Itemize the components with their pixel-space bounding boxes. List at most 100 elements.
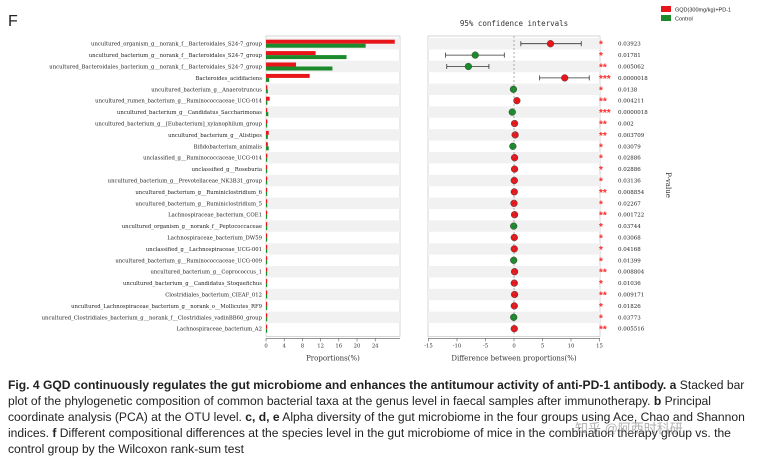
bar-treatment — [266, 301, 268, 306]
caption-letter-b: b — [653, 394, 662, 408]
taxon-label: uncultured_bacterium_g__Ruminiclostridiu… — [135, 201, 262, 207]
difference-axis: -15 -10 -5 0 5 10 15 Difference between proport… — [424, 338, 603, 362]
taxon-label: uncultured_bacterium_g__norank_f__Bacter… — [89, 53, 263, 59]
bar-treatment — [266, 290, 268, 295]
taxon-label: uncultured_Lachnospiraceae_bacterium_g__… — [71, 304, 263, 310]
pvalue-label: 0.03068 — [618, 236, 641, 242]
row-stripe — [266, 152, 400, 164]
caption-letter-a: a — [669, 378, 677, 392]
significance-star: * — [599, 302, 603, 313]
significance-star: * — [599, 199, 603, 210]
pvalue-label: 0.02886 — [618, 167, 641, 173]
difference-point — [513, 97, 521, 105]
taxon-label: uncultured_bacterium_g__[Eubacterium]_xy… — [95, 122, 263, 128]
x-tick-label: 24 — [372, 343, 379, 349]
bar-control — [266, 317, 268, 322]
difference-point — [510, 119, 519, 128]
row-stripe — [428, 38, 600, 50]
difference-point — [464, 62, 473, 71]
bar-treatment — [266, 279, 268, 284]
significance-star: * — [599, 313, 603, 324]
pvalue-label: 0.0000018 — [618, 76, 648, 82]
bar-treatment — [266, 233, 268, 238]
bar-control — [266, 305, 268, 310]
x-tick-label: 4 — [283, 343, 287, 349]
bar-control — [266, 123, 268, 128]
x-tick-label: 20 — [354, 343, 361, 349]
pvalue-label: 0.03136 — [618, 179, 641, 185]
pvalue-label: 0.03923 — [618, 42, 641, 48]
taxon-label: uncultured_bacterium_g__Candidatus_Stoqu… — [123, 281, 262, 287]
difference-point — [509, 85, 518, 93]
significance-star: ** — [599, 211, 607, 222]
bar-control — [266, 89, 268, 94]
row-stripe — [266, 60, 400, 73]
legend: GQD(300mg/kg)+PD-1 Control — [661, 6, 731, 23]
pvalue-label: 0.009171 — [618, 293, 644, 299]
bar-control — [266, 248, 268, 253]
x-tick-label: 16 — [335, 343, 342, 349]
diff-tick-label: 10 — [568, 343, 575, 349]
diff-tick-label: 0 — [512, 343, 516, 349]
pvalue-label: 0.001722 — [618, 213, 644, 219]
legend-label: Control — [675, 17, 693, 23]
significance-star: * — [599, 177, 603, 188]
significance-star: *** — [599, 74, 611, 85]
bar-control — [266, 157, 268, 162]
pvalue-label: 0.003709 — [618, 133, 645, 139]
diff-tick-label: -15 — [424, 343, 433, 349]
taxon-label: uncultured_bacterium_g__Prevotellaceae_N… — [108, 179, 263, 185]
x-axis-label: Proportions(%) — [306, 354, 360, 362]
bar-treatment — [266, 210, 268, 215]
x-tick-label: 8 — [301, 343, 305, 349]
pvalue-label: 0.03773 — [618, 315, 641, 321]
taxon-label: Lachnospiraceae_bacterium_A2 — [177, 327, 262, 333]
taxon-label: Lachnospiraceae_bacterium_COE1 — [168, 213, 262, 219]
bar-treatment — [266, 96, 270, 101]
bar-treatment — [266, 176, 268, 181]
pvalue-label: 0.008854 — [618, 190, 645, 196]
significance-star: * — [599, 256, 603, 267]
row-stripe — [266, 311, 400, 323]
bar-treatment — [266, 39, 395, 44]
difference-point — [546, 40, 555, 48]
x-tick-label: 12 — [317, 343, 324, 349]
row-stripe — [266, 174, 400, 187]
pvalue-label: 0.002 — [618, 122, 634, 128]
difference-point — [510, 268, 519, 276]
taxon-label: uncultured_bacterium_g__Anaerotruncus — [151, 87, 262, 93]
bar-treatment — [266, 119, 268, 124]
pvalue-label: 0.02267 — [618, 201, 641, 207]
pvalue-column: * 0.03923* 0.01781** 0.005062*** 0.0000018* 0… — [599, 40, 648, 336]
bar-treatment — [266, 130, 269, 135]
row-stripe — [428, 60, 600, 73]
taxon-label: Bifidobacterium_animalis — [194, 144, 263, 150]
bar-control — [266, 43, 366, 48]
diff-tick-label: 5 — [541, 343, 544, 349]
bar-treatment — [266, 267, 268, 272]
caption-text-cde: Alpha diversity of the gut microbiome in… — [8, 410, 745, 440]
taxon-label: Lachnospiraceae_bacterium_DW59 — [167, 236, 262, 242]
significance-star: ** — [599, 325, 607, 336]
taxon-label: uncultured_bacterium_g__Candidatus_Sacch… — [117, 110, 262, 116]
bar-control — [266, 169, 268, 174]
bar-control — [266, 55, 347, 60]
significance-star: * — [599, 142, 603, 153]
taxon-label: uncultured_bacterium_g__Ruminiclostridiu… — [135, 190, 262, 196]
significance-star: * — [599, 245, 603, 256]
significance-star: ** — [599, 268, 607, 279]
bar-treatment — [266, 108, 268, 113]
row-stripe — [266, 83, 400, 95]
pvalue-label: 0.01399 — [618, 258, 641, 264]
bar-treatment — [266, 244, 268, 249]
taxon-label: uncultured_bacterium_g__Ruminococcaceae_… — [115, 258, 262, 264]
taxon-label: uncultured_organism_g__norank_f__Peptoco… — [122, 224, 262, 230]
bar-treatment — [266, 142, 268, 147]
bar-control — [266, 214, 268, 219]
significance-star: * — [599, 51, 603, 62]
pvalue-label: 0.03079 — [618, 144, 641, 150]
pvalue-label: 0.01781 — [618, 53, 641, 59]
difference-point — [510, 290, 519, 299]
taxon-label: uncultured_Bacteroidales_bacterium_g__no… — [49, 65, 262, 71]
